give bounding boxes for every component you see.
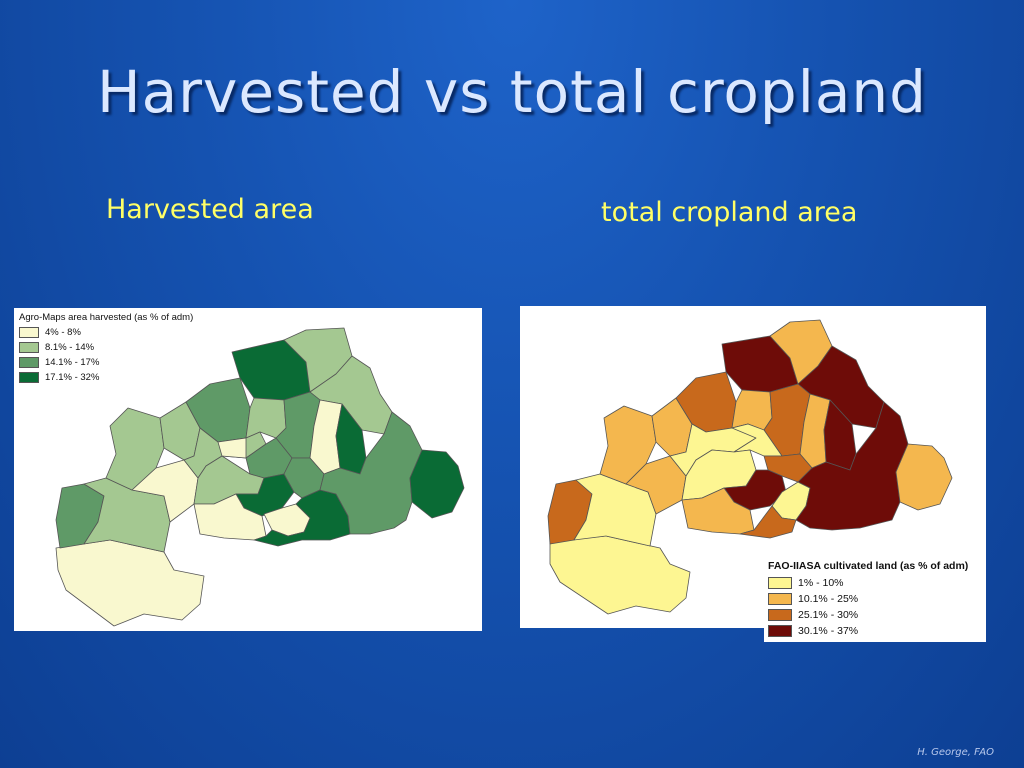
cropland-area-map-panel: FAO-IIASA cultivated land (as % of adm) … (520, 306, 986, 642)
harvested-area-map (55, 327, 465, 627)
region-n-2 (731, 389, 773, 431)
legend-swatch (19, 372, 39, 383)
cropland-area-map (547, 319, 953, 615)
harvested-area-map-panel: Agro-Maps area harvested (as % of adm) 4… (14, 308, 482, 631)
legend-item: 10.1% - 25% (768, 591, 982, 607)
region-s-1 (681, 487, 755, 535)
legend-label: 10.1% - 25% (798, 593, 859, 605)
legend-label: 1% - 10% (798, 577, 844, 589)
credit-text: H. George, FAO (917, 747, 994, 758)
legend-title: FAO-IIASA cultivated land (as % of adm) (768, 560, 969, 572)
legend-label: 17.1% - 32% (45, 372, 100, 383)
region-e-2 (895, 443, 953, 511)
legend-label: 30.1% - 37% (798, 625, 859, 637)
region-s-3 (253, 489, 351, 547)
legend-item: 30.1% - 37% (768, 623, 982, 639)
legend-swatch (768, 625, 792, 637)
slide-title: Harvested vs total cropland (97, 58, 927, 126)
region-s-3 (739, 505, 797, 539)
region-n-2 (245, 397, 287, 439)
legend-swatch (19, 327, 39, 338)
region-e-2 (409, 449, 465, 519)
legend-label: 4% - 8% (45, 327, 81, 338)
region-sw-1 (55, 539, 205, 627)
legend-label: 8.1% - 14% (45, 342, 95, 353)
legend-item: 14.1% - 17% (19, 355, 193, 370)
legend-swatch (768, 577, 792, 589)
legend-label: 25.1% - 30% (798, 609, 859, 621)
region-s-1 (193, 493, 267, 541)
legend-item: 8.1% - 14% (19, 340, 193, 355)
harvested-area-legend: Agro-Maps area harvested (as % of adm) 4… (19, 312, 193, 385)
subtitle-total-cropland-area: total cropland area (601, 197, 858, 228)
legend-swatch (768, 593, 792, 605)
legend-label: 14.1% - 17% (45, 357, 100, 368)
legend-item: 1% - 10% (768, 575, 982, 591)
region-e-1 (319, 411, 423, 535)
legend-swatch (768, 609, 792, 621)
legend-swatch (19, 357, 39, 368)
region-c-4 (217, 437, 247, 459)
cropland-area-legend: FAO-IIASA cultivated land (as % of adm) … (764, 556, 986, 642)
legend-item: 4% - 8% (19, 325, 193, 340)
legend-swatch (19, 342, 39, 353)
legend-title: Agro-Maps area harvested (as % of adm) (19, 312, 194, 323)
legend-item: 25.1% - 30% (768, 607, 982, 623)
legend-item: 17.1% - 32% (19, 370, 193, 385)
region-sw-1 (549, 535, 691, 615)
subtitle-harvested-area: Harvested area (106, 194, 314, 225)
